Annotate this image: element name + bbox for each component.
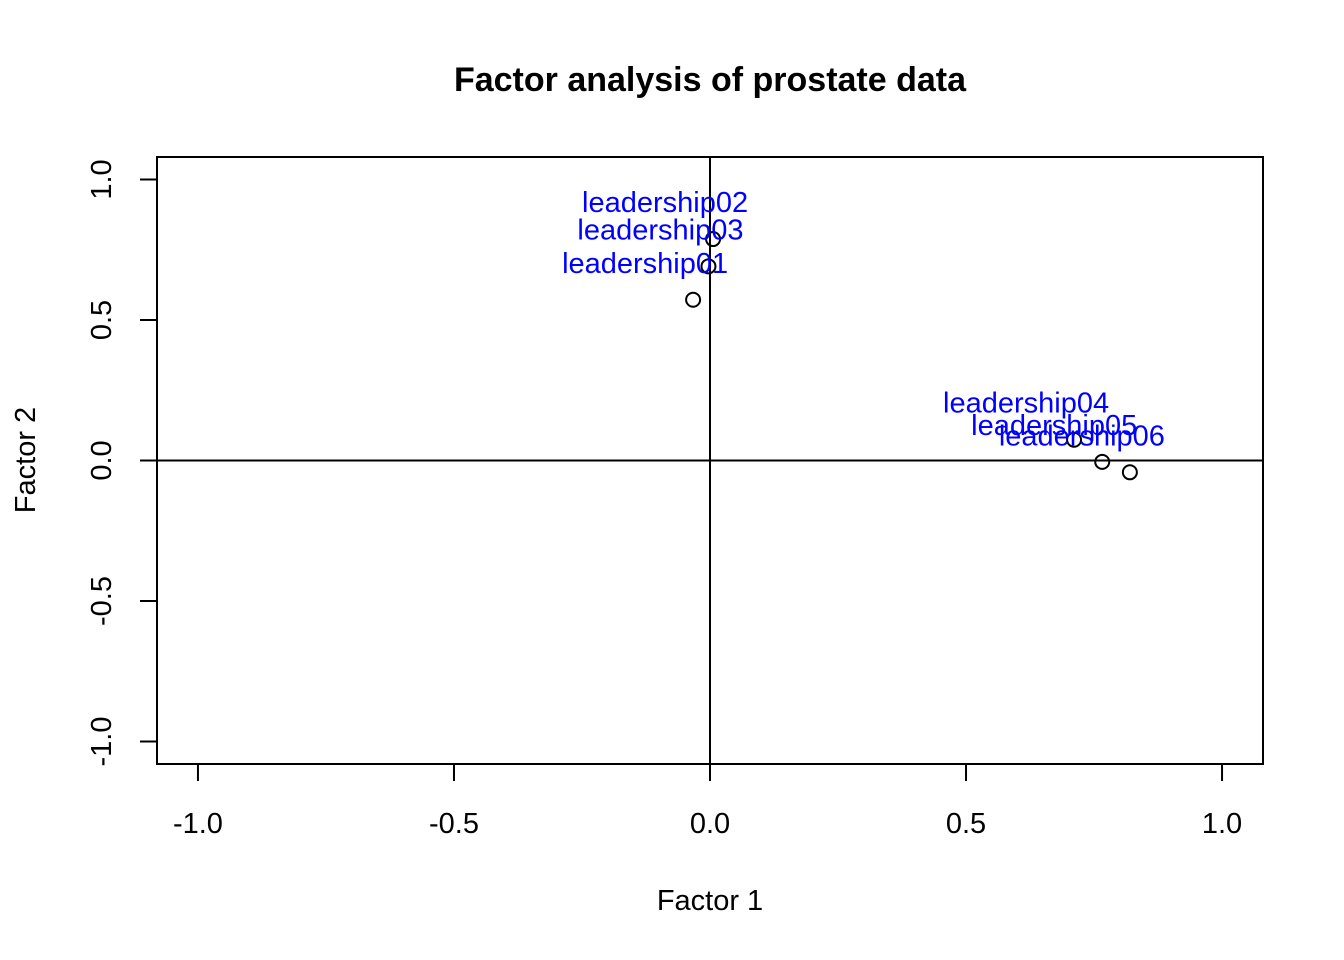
data-point (1121, 464, 1138, 481)
data-point (1094, 453, 1111, 470)
reference-lines (157, 157, 1263, 764)
y-axis-label: Factor 2 (10, 407, 42, 513)
x-tick-label: 0.5 (946, 808, 986, 840)
data-point (685, 291, 702, 308)
point-label: leadership06 (999, 420, 1165, 452)
data-point (705, 231, 722, 248)
chart-title: Factor analysis of prostate data (454, 61, 967, 99)
x-axis-label: Factor 1 (657, 885, 763, 917)
point-label: leadership04 (943, 388, 1109, 420)
data-point (700, 258, 717, 275)
x-tick-label: 0.0 (690, 808, 730, 840)
point-label: leadership03 (577, 214, 743, 246)
x-tick-label: -1.0 (173, 808, 223, 840)
data-point (1066, 431, 1083, 448)
x-axis: -1.0 -0.5 0.0 0.5 1.0 (173, 764, 1242, 840)
y-axis: -1.0 -0.5 0.0 0.5 1.0 (86, 159, 157, 767)
point-label: leadership02 (582, 187, 748, 219)
point-label: leadership01 (562, 248, 728, 280)
data-points (685, 231, 1138, 481)
x-tick-label: 1.0 (1202, 808, 1242, 840)
y-tick-label: 1.0 (86, 159, 118, 199)
y-tick-label: 0.0 (86, 440, 118, 480)
x-tick-label: -0.5 (429, 808, 479, 840)
y-tick-label: 0.5 (86, 300, 118, 340)
y-tick-label: -1.0 (86, 717, 118, 767)
y-tick-label: -0.5 (86, 576, 118, 626)
point-label: leadership05 (971, 410, 1137, 442)
